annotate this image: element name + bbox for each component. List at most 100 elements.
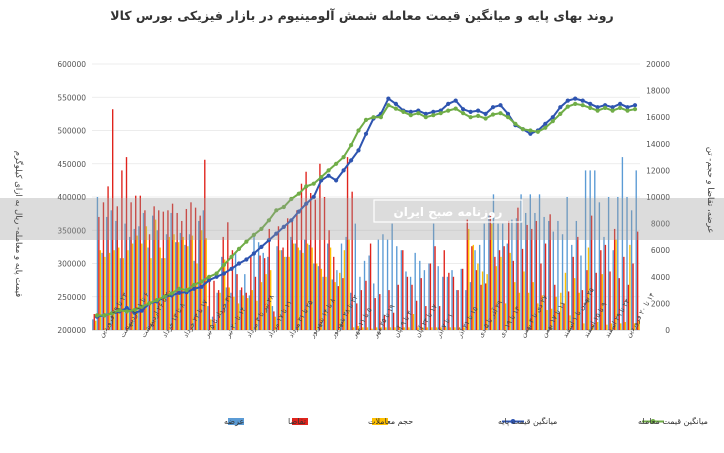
base-price-point [311,194,316,200]
bar-volume [219,292,221,330]
trade-price-point [476,113,481,118]
bar-demand [153,206,155,330]
bar-demand [176,212,178,330]
bar-volume [168,236,171,330]
bar-supply [234,252,237,330]
bar-demand [291,219,293,330]
trade-price-point [528,128,533,133]
bar-demand [512,260,515,330]
base-price-point [490,105,496,110]
bar-volume [205,238,207,330]
bar-demand [540,263,542,330]
bar-demand [227,222,229,330]
bar-supply [511,219,513,330]
right-tick-label: 8000 [651,220,670,229]
bar-demand [259,255,261,330]
bar-supply [497,223,499,330]
bar-supply [561,234,564,330]
bar-volume [606,324,608,330]
trade-price-point [341,155,346,160]
bar-volume [421,327,424,330]
bar-volume [108,252,111,330]
bar-supply [188,234,191,330]
bar-supply [175,242,177,330]
bar-demand [531,228,533,330]
bar-supply [193,260,195,330]
base-price-point [289,218,294,223]
trade-price-point [490,112,496,117]
base-price-point [446,101,451,106]
bar-demand [438,306,441,330]
bar-supply [198,220,200,330]
bar-demand [586,270,588,330]
base-price-point [431,109,436,114]
bar-demand [222,236,224,330]
bar-volume [431,327,433,330]
bar-volume [408,327,410,330]
bar-supply [207,306,209,330]
base-price-point [498,103,503,108]
watermark: روزنامه صبح ایران [373,199,523,223]
bar-supply [400,250,403,330]
trade-price-point [386,103,391,108]
bar-demand [194,207,197,330]
bar-volume [122,258,125,330]
bar-volume [357,326,359,330]
bar-volume [274,316,276,330]
trade-price-point [154,298,159,303]
bar-demand [475,270,478,330]
bar-volume [601,274,603,330]
bar-volume [191,235,194,330]
bar-supply [589,170,591,330]
left-tick-label: 500000 [57,127,86,136]
bar-supply [119,258,122,330]
trade-price-point [371,115,376,120]
bar-volume [500,256,502,330]
trade-price-point [199,279,204,284]
bar-supply [294,243,297,330]
base-price-point [326,173,331,178]
legend-label: میانگین قیمت پایه [498,416,557,426]
bar-demand [167,210,169,330]
bar-demand [310,193,312,330]
bar-volume [118,247,120,330]
base-price-point [296,209,301,214]
bar-volume [297,247,300,330]
lines-layer [94,96,638,319]
bar-demand [604,244,607,330]
bar-volume [316,263,318,330]
bar-supply [566,197,568,330]
bar-supply [607,197,610,330]
bar-volume [587,247,590,330]
bar-volume [504,303,507,330]
bar-demand [296,210,298,330]
bar-volume [629,244,631,330]
trade-price-point [281,204,286,210]
chart-title: روند بهای پایه و میانگین قیمت معامله شمش… [110,8,613,24]
bar-demand [521,248,524,330]
trade-price-point [513,121,518,126]
bar-demand [613,228,616,330]
bar-demand [618,278,620,330]
bar-volume [233,296,235,330]
bar-supply [423,270,426,330]
trade-price-point [177,286,182,291]
bar-supply [179,232,182,330]
bar-volume [302,252,304,330]
trade-price-point [207,274,212,279]
bar-supply [156,230,158,330]
bar-demand [595,272,597,330]
bar-volume [366,327,369,330]
bar-demand [116,206,118,330]
bar-demand [273,311,275,330]
bar-supply [409,276,412,330]
bar-demand [112,109,114,330]
bar-volume [214,323,217,330]
bar-demand [498,250,501,330]
legend-swatch [228,418,244,425]
bar-supply [603,236,605,330]
bar-demand [600,250,602,330]
trade-price-point [632,107,638,112]
bar-demand [461,268,464,330]
base-price-point [408,109,413,114]
